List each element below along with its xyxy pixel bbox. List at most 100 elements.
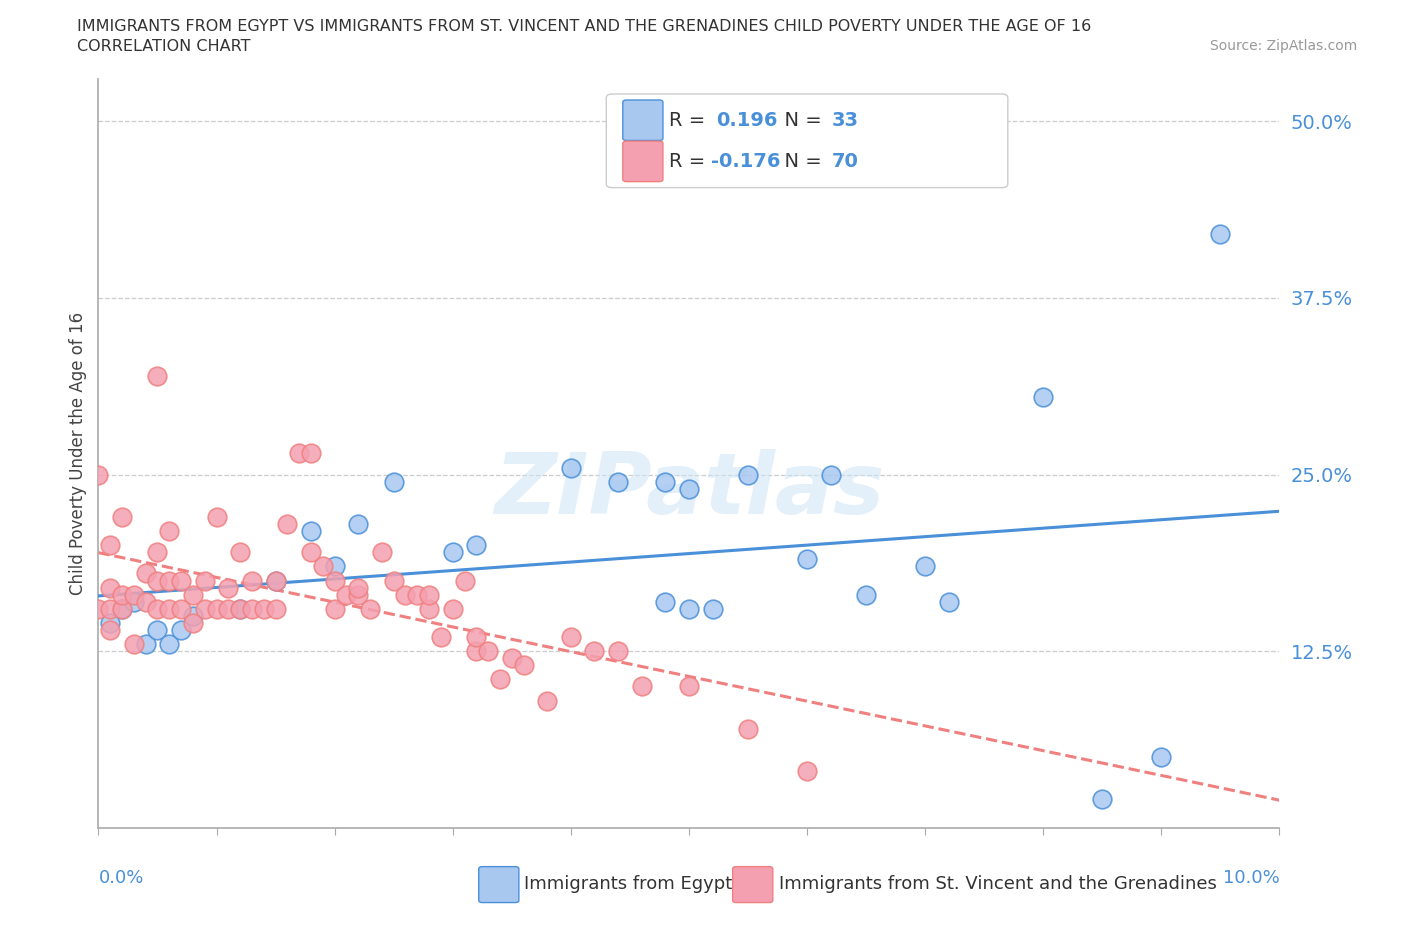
Text: 0.0%: 0.0% [98, 869, 143, 887]
Point [1032, 390, 1054, 405]
Text: -0.176: -0.176 [711, 152, 780, 171]
Point [98, 616, 121, 631]
Point [194, 573, 217, 588]
Point [382, 474, 405, 489]
Point [583, 644, 606, 658]
Point [98, 602, 121, 617]
Point [335, 587, 357, 602]
Y-axis label: Child Poverty Under the Age of 16: Child Poverty Under the Age of 16 [69, 312, 87, 595]
Text: 0.196: 0.196 [716, 111, 778, 129]
Point [87, 467, 110, 482]
Point [737, 722, 759, 737]
Point [205, 602, 228, 617]
Point [820, 467, 842, 482]
Point [135, 594, 157, 609]
Point [347, 587, 370, 602]
Point [135, 637, 157, 652]
Point [323, 602, 346, 617]
Text: Immigrants from St. Vincent and the Grenadines: Immigrants from St. Vincent and the Gren… [779, 875, 1216, 893]
Point [264, 573, 287, 588]
Point [98, 538, 121, 552]
Point [654, 474, 676, 489]
Point [477, 644, 499, 658]
Point [371, 545, 394, 560]
Point [122, 637, 145, 652]
Point [678, 481, 700, 496]
Point [607, 474, 630, 489]
Point [501, 651, 523, 666]
Text: 10.0%: 10.0% [1223, 869, 1279, 887]
Point [146, 602, 169, 617]
Point [453, 573, 475, 588]
Point [702, 602, 724, 617]
Point [229, 602, 252, 617]
Text: Immigrants from Egypt: Immigrants from Egypt [523, 875, 733, 893]
Text: IMMIGRANTS FROM EGYPT VS IMMIGRANTS FROM ST. VINCENT AND THE GRENADINES CHILD PO: IMMIGRANTS FROM EGYPT VS IMMIGRANTS FROM… [77, 19, 1091, 33]
Point [323, 559, 346, 574]
Point [229, 602, 252, 617]
Point [560, 630, 582, 644]
Point [1150, 750, 1173, 764]
Point [111, 587, 134, 602]
Point [312, 559, 335, 574]
Point [194, 602, 217, 617]
Point [181, 616, 204, 631]
Point [111, 602, 134, 617]
Point [654, 594, 676, 609]
Point [157, 573, 180, 588]
Point [512, 658, 534, 672]
Point [465, 538, 488, 552]
Point [299, 545, 322, 560]
Point [418, 587, 440, 602]
Point [229, 545, 252, 560]
Point [406, 587, 429, 602]
Point [170, 602, 193, 617]
Point [157, 602, 180, 617]
Text: R =: R = [669, 111, 711, 129]
Point [441, 602, 464, 617]
FancyBboxPatch shape [733, 867, 773, 902]
Point [276, 516, 298, 531]
Point [796, 551, 818, 566]
Text: Source: ZipAtlas.com: Source: ZipAtlas.com [1209, 39, 1357, 53]
Point [87, 602, 110, 617]
Point [240, 602, 263, 617]
Point [1091, 792, 1114, 807]
Text: N =: N = [772, 111, 828, 129]
Point [323, 573, 346, 588]
Point [181, 587, 204, 602]
Point [465, 644, 488, 658]
Point [157, 637, 180, 652]
Point [205, 510, 228, 525]
Point [938, 594, 960, 609]
Point [264, 573, 287, 588]
Point [217, 602, 239, 617]
Point [430, 630, 453, 644]
Point [288, 445, 311, 460]
Point [157, 524, 180, 538]
Point [181, 608, 204, 623]
Point [382, 573, 405, 588]
Point [737, 467, 759, 482]
Point [111, 602, 134, 617]
Text: CORRELATION CHART: CORRELATION CHART [77, 39, 250, 54]
Point [240, 573, 263, 588]
Point [299, 524, 322, 538]
Text: ZIPatlas: ZIPatlas [494, 449, 884, 532]
Point [135, 566, 157, 581]
Point [170, 622, 193, 637]
Point [98, 622, 121, 637]
Point [122, 587, 145, 602]
Point [253, 602, 276, 617]
Text: R =: R = [669, 152, 711, 171]
Point [560, 460, 582, 475]
Point [855, 587, 877, 602]
FancyBboxPatch shape [478, 867, 519, 902]
Point [441, 545, 464, 560]
Point [264, 602, 287, 617]
Point [122, 594, 145, 609]
Point [347, 516, 370, 531]
Point [359, 602, 381, 617]
FancyBboxPatch shape [623, 100, 664, 140]
Point [299, 445, 322, 460]
